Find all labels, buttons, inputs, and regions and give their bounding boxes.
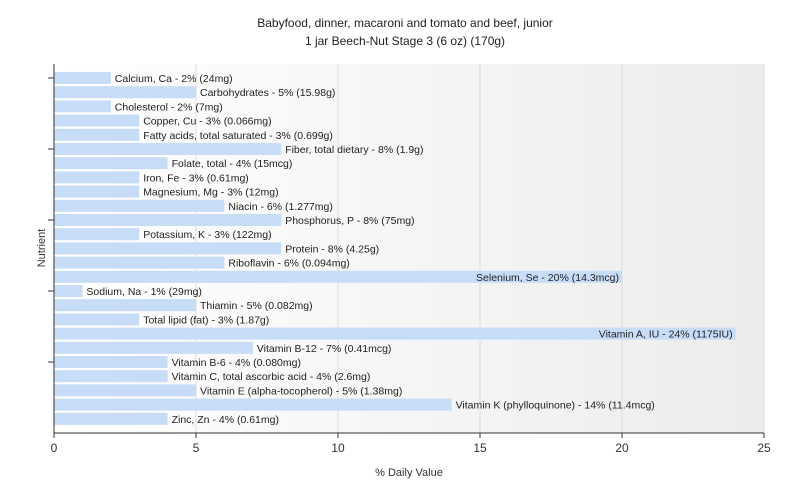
axes: 0 5 10 15 20 25 [48, 64, 771, 455]
bar [54, 228, 140, 241]
bar [54, 270, 622, 283]
bar-label: Copper, Cu - 3% (0.066mg) [143, 116, 271, 128]
bar [54, 143, 282, 155]
bar [54, 171, 140, 184]
bar [54, 242, 282, 255]
bar [54, 313, 140, 326]
bar [54, 384, 196, 397]
bar [54, 341, 253, 354]
bar-label: Carbohydrates - 5% (15.98g) [200, 87, 335, 99]
bar [54, 100, 111, 113]
bar-label: Niacin - 6% (1.277mg) [228, 201, 332, 213]
grid-lines [195, 64, 765, 433]
bar-label: Zinc, Zn - 4% (0.61mg) [172, 414, 279, 426]
bar [54, 185, 140, 198]
bar [54, 370, 168, 383]
bar [54, 327, 736, 340]
bar-label: Vitamin E (alpha-tocopherol) - 5% (1.38m… [200, 385, 402, 397]
bar [54, 199, 225, 212]
bars: Calcium, Ca - 2% (24mg) Carbohydrates - 5… [54, 72, 736, 426]
chart-subtitle: 1 jar Beech-Nut Stage 3 (6 oz) (170g) [305, 34, 505, 48]
y-axis-label: Nutrient [36, 229, 48, 268]
bar-label: Cholesterol - 2% (7mg) [115, 101, 223, 113]
x-tick-label: 10 [331, 441, 345, 455]
bar-label: Vitamin B-12 - 7% (0.41mcg) [257, 343, 392, 355]
bar-label: Protein - 8% (4.25g) [285, 243, 379, 255]
bar [54, 356, 168, 368]
bar [54, 214, 282, 226]
bar-label: Total lipid (fat) - 3% (1.87g) [143, 314, 269, 326]
x-tick-label: 15 [473, 441, 487, 455]
bar-label: Folate, total - 4% (15mcg) [172, 158, 293, 170]
bar [54, 256, 225, 269]
bar-label: Phosphorus, P - 8% (75mg) [285, 215, 414, 227]
chart-title: Babyfood, dinner, macaroni and tomato an… [257, 16, 553, 30]
bar-label: Thiamin - 5% (0.082mg) [200, 300, 313, 312]
x-tick-label: 25 [757, 441, 771, 455]
bar [54, 285, 83, 297]
bar-label: Calcium, Ca - 2% (24mg) [115, 73, 233, 85]
bar-label: Selenium, Se - 20% (14.3mcg) [476, 272, 619, 284]
bar [54, 412, 168, 425]
bar-label: Potassium, K - 3% (122mg) [143, 229, 271, 241]
bar-label: Vitamin A, IU - 24% (1175IU) [599, 329, 733, 341]
bar-label: Riboflavin - 6% (0.094mg) [228, 258, 349, 270]
bar [54, 72, 111, 84]
x-tick-label: 20 [615, 441, 629, 455]
bar-label: Vitamin B-6 - 4% (0.080mg) [172, 357, 301, 369]
bar [54, 128, 140, 141]
bar-label: Magnesium, Mg - 3% (12mg) [143, 187, 278, 199]
bar [54, 86, 196, 99]
bar [54, 157, 168, 170]
bar-label: Vitamin C, total ascorbic acid - 4% (2.6… [172, 371, 371, 383]
bar [54, 299, 196, 312]
bar-label: Iron, Fe - 3% (0.61mg) [143, 172, 249, 184]
bar-label: Vitamin K (phylloquinone) - 14% (11.4mcg… [456, 400, 655, 412]
bar-label: Sodium, Na - 1% (29mg) [86, 286, 202, 298]
bar [54, 114, 140, 127]
bar-label: Fiber, total dietary - 8% (1.9g) [285, 144, 423, 156]
bar [54, 398, 452, 411]
bar-label: Fatty acids, total saturated - 3% (0.699… [143, 130, 333, 142]
x-tick-label: 0 [51, 441, 58, 455]
x-tick-label: 5 [193, 441, 200, 455]
x-axis-label: % Daily Value [375, 467, 443, 479]
